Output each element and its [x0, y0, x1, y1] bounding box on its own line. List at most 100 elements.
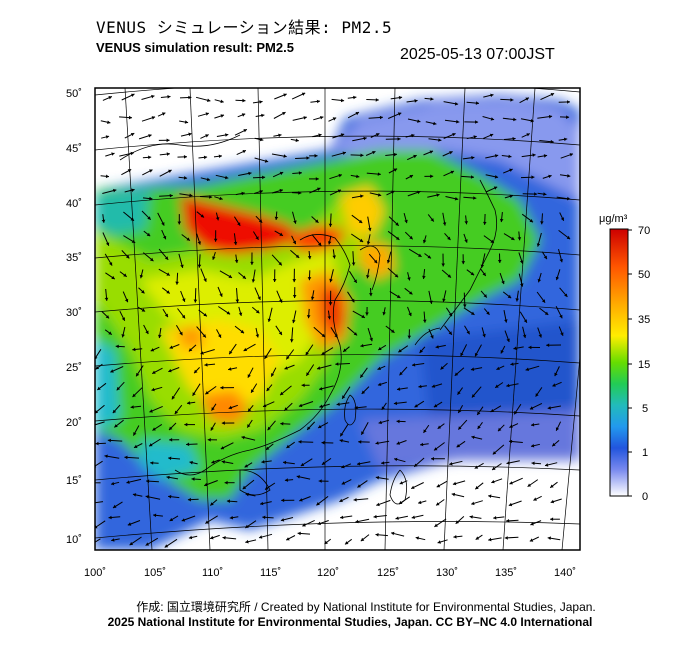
wind-arrow-head: [334, 334, 338, 338]
wind-arrow-head: [111, 538, 115, 542]
wind-arrow-head: [262, 175, 266, 180]
wind-arrow-head: [315, 177, 319, 181]
lon-tick-label: 115˚: [260, 567, 281, 579]
wind-arrow-head: [437, 540, 441, 544]
wind-arrow-head: [150, 461, 154, 465]
wind-arrow-head: [411, 485, 415, 489]
wind-arrow-head: [377, 172, 381, 176]
wind-arrow-head: [292, 279, 297, 283]
wind-arrow-head: [509, 481, 513, 485]
wind-arrow-head: [373, 259, 378, 264]
wind-arrow-head: [409, 175, 413, 179]
wind-arrow-head: [447, 274, 451, 278]
wind-arrow-head: [188, 95, 192, 100]
wind-arrow-head: [105, 315, 110, 319]
wind-arrow-head: [543, 255, 547, 260]
wind-arrow-head: [500, 350, 504, 354]
wind-arrow-head: [458, 426, 462, 430]
wind-arrow-head: [131, 93, 135, 97]
wind-arrow-head: [420, 442, 424, 447]
wind-arrow-head: [328, 302, 333, 306]
wind-arrow-head: [358, 219, 363, 223]
wind-arrow-head: [482, 333, 486, 338]
wind-arrow-head: [302, 523, 306, 527]
wind-arrow-head: [129, 541, 134, 546]
lon-tick-label: 105˚: [144, 567, 166, 579]
wind-arrow-head: [250, 261, 254, 265]
wind-arrow-head: [251, 279, 256, 283]
wind-arrow-head: [353, 332, 358, 336]
wind-arrow-head: [296, 475, 300, 479]
wind-arrow-head: [366, 241, 371, 245]
wind-arrow-head: [483, 294, 487, 298]
wind-arrow-head: [233, 241, 238, 245]
wind-arrow-head: [368, 227, 372, 232]
wind-arrow-head: [522, 334, 527, 338]
wind-arrow-head: [299, 498, 303, 502]
wind-arrow-head: [164, 313, 168, 318]
wind-arrow-head: [278, 133, 282, 138]
lat-tick-label: 10˚: [66, 534, 82, 546]
wind-arrow-head: [509, 424, 513, 428]
wind-arrow-head: [229, 515, 234, 520]
wind-arrow-head: [105, 174, 109, 179]
wind-arrow-head: [321, 333, 325, 338]
wind-arrow-head: [145, 330, 149, 334]
wind-arrow-head: [242, 150, 246, 154]
lat-tick-label: 15˚: [66, 475, 82, 487]
wind-arrow-head: [317, 366, 321, 370]
wind-arrow-head: [488, 494, 492, 498]
title-japanese: VENUS シミュレーション結果: PM2.5: [96, 18, 393, 37]
wind-arrow-head: [534, 192, 538, 196]
colorbar: μg/m³ 70 50 35 15 5 1 0: [599, 213, 650, 503]
wind-arrow-head: [183, 176, 188, 180]
wind-arrow-head: [210, 502, 214, 506]
wind-arrow-head: [298, 403, 303, 408]
wind-arrow-head: [471, 501, 475, 506]
wind-arrow-head: [433, 121, 437, 126]
wind-arrow-head: [317, 521, 321, 526]
wind-arrow-head: [152, 427, 156, 431]
wind-arrow-head: [212, 256, 216, 260]
wind-arrow-head: [490, 117, 495, 121]
wind-arrow-head: [440, 366, 444, 370]
wind-arrow-head: [423, 429, 427, 433]
wind-arrow-head: [203, 313, 207, 317]
wind-arrow-head: [433, 404, 438, 408]
wind-arrow-head: [355, 519, 359, 524]
wind-arrow-head: [357, 484, 361, 488]
wind-arrow-head: [209, 195, 213, 199]
wind-arrow-head: [279, 171, 284, 176]
wind-arrow-head: [300, 462, 305, 466]
wind-arrow-head: [200, 214, 204, 218]
wind-arrow-head: [136, 372, 140, 377]
wind-arrow-head: [566, 235, 571, 240]
wind-arrow-head: [375, 533, 379, 537]
wind-arrow-head: [297, 531, 301, 536]
wind-arrow-head: [541, 299, 546, 303]
wind-arrow-head: [164, 544, 169, 548]
wind-arrow-head: [210, 535, 214, 540]
wind-arrow-head: [342, 151, 346, 155]
wind-arrow-head: [327, 316, 331, 320]
wind-arrow-head: [113, 188, 117, 193]
wind-arrow-head: [507, 294, 512, 299]
wind-arrow-head: [211, 460, 215, 464]
wind-arrow-head: [340, 432, 344, 437]
wind-arrow-head: [530, 522, 534, 526]
wind-arrow-head: [221, 421, 225, 425]
wind-arrow-head: [560, 217, 564, 221]
wind-arrow-head: [470, 367, 475, 371]
wind-arrow-head: [411, 515, 415, 519]
wind-arrow-head: [419, 349, 423, 353]
wind-arrow-head: [394, 457, 398, 462]
wind-arrow-head: [149, 196, 153, 201]
wind-arrow-head: [286, 444, 290, 448]
wind-arrow-head: [197, 264, 202, 268]
wind-arrow-head: [242, 275, 246, 279]
wind-arrow-head: [438, 138, 442, 142]
wind-arrow-head: [447, 236, 451, 240]
wind-arrow-head: [337, 189, 341, 193]
wind-arrow-head: [272, 279, 277, 282]
wind-arrow-head: [490, 239, 494, 243]
